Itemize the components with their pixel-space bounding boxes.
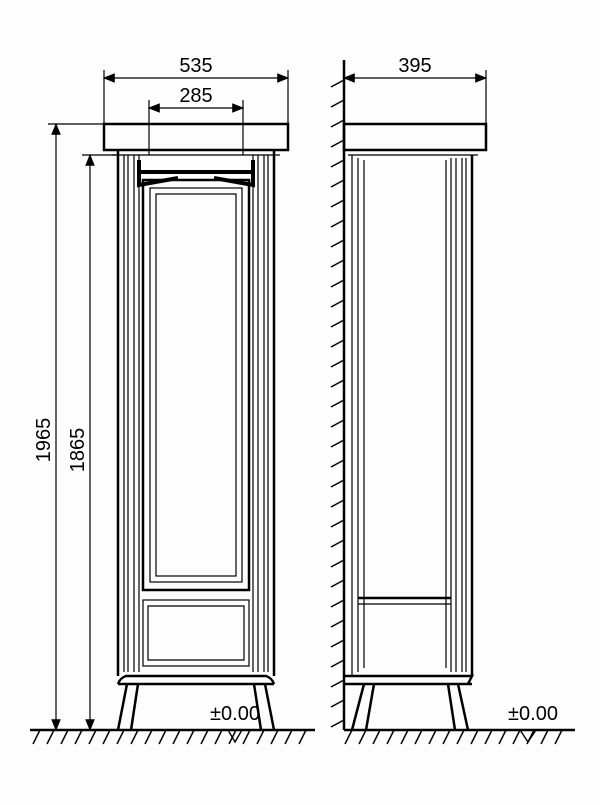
dim-depth: 395 xyxy=(398,55,431,77)
ground-hatch-side xyxy=(345,730,562,744)
dim-height-inner: 1865 xyxy=(67,428,89,473)
datum-marker-front: ±0.00 xyxy=(210,703,260,742)
datum-marker-side: ±0.00 xyxy=(508,703,558,742)
dim-width-total: 535 xyxy=(179,55,212,77)
dim-height-total: 1965 xyxy=(33,418,55,463)
dim-width-inner: 285 xyxy=(179,85,212,107)
datum-label-front: ±0.00 xyxy=(210,703,260,725)
technical-drawing: ±0.00 535 285 19 xyxy=(0,0,600,805)
wall-hatch-side xyxy=(331,80,344,727)
ground-hatch-front xyxy=(33,730,306,744)
datum-label-side: ±0.00 xyxy=(508,703,558,725)
